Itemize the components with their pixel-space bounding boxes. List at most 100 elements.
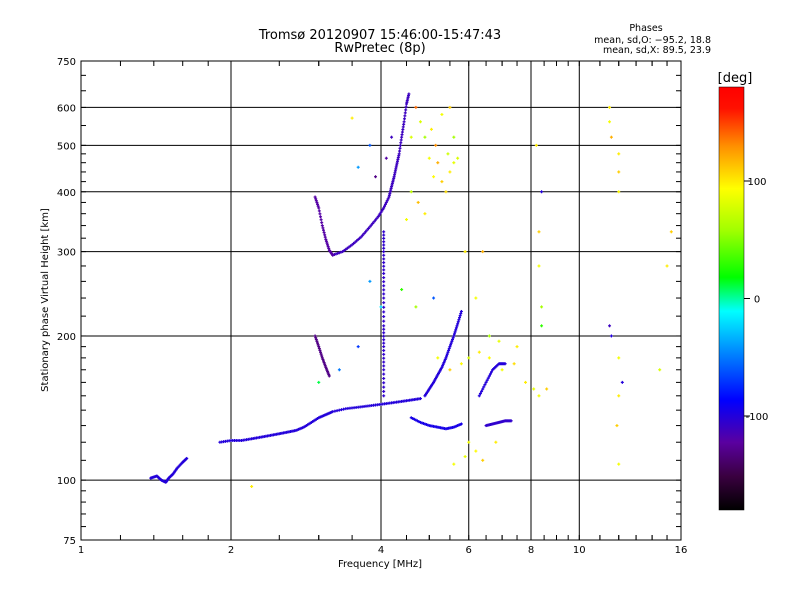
phases-title: Phases xyxy=(629,23,662,34)
data-point xyxy=(400,130,404,134)
data-point xyxy=(320,221,324,225)
data-point xyxy=(608,120,612,124)
data-point xyxy=(487,356,491,360)
plot-area: 1 2 4 6 8 10 16 75 100 200 300 400 500 600 750 xyxy=(57,57,687,556)
data-point xyxy=(368,143,372,147)
data-point xyxy=(608,324,612,328)
data-point xyxy=(382,394,386,398)
data-point xyxy=(382,372,386,376)
y-tick-label: 600 xyxy=(57,103,76,114)
data-point xyxy=(400,288,404,292)
data-point xyxy=(382,348,386,352)
data-point xyxy=(474,449,478,453)
data-point xyxy=(545,387,549,391)
data-point xyxy=(454,326,458,330)
data-point xyxy=(382,301,386,305)
data-point xyxy=(382,305,386,309)
data-point xyxy=(423,135,427,139)
y-tick-label: 500 xyxy=(57,141,76,152)
data-point xyxy=(503,362,507,366)
data-point xyxy=(414,105,418,109)
data-point xyxy=(382,233,386,237)
data-point xyxy=(434,143,438,147)
data-point xyxy=(477,350,481,354)
data-point xyxy=(317,380,321,384)
data-point xyxy=(314,336,318,340)
data-point xyxy=(403,114,407,118)
data-point xyxy=(447,347,451,351)
data-point xyxy=(319,215,323,219)
colorbar-ticks: 100 0 -100 xyxy=(744,177,768,423)
data-point xyxy=(449,343,453,347)
data-point xyxy=(390,135,394,139)
data-point xyxy=(374,175,378,179)
y-tick-label: 400 xyxy=(57,188,76,199)
data-point xyxy=(316,202,320,206)
data-point xyxy=(537,394,541,398)
data-point xyxy=(477,394,481,398)
colorbar-tick-label: 0 xyxy=(754,295,760,306)
data-point xyxy=(382,206,386,210)
data-point xyxy=(382,250,386,254)
data-point xyxy=(490,370,494,374)
data-point xyxy=(382,381,386,385)
data-point xyxy=(382,331,386,335)
data-point xyxy=(403,111,407,115)
data-point xyxy=(384,201,388,205)
data-point xyxy=(366,226,370,230)
x-tick-label: 4 xyxy=(378,545,384,556)
data-point xyxy=(382,261,386,265)
plot-frame xyxy=(80,60,682,541)
data-point xyxy=(658,368,662,372)
data-point xyxy=(448,105,452,109)
data-point xyxy=(414,305,418,309)
data-point xyxy=(615,424,619,428)
data-point xyxy=(250,484,254,488)
data-point xyxy=(446,152,450,156)
data-point xyxy=(382,272,386,276)
data-point xyxy=(399,138,403,142)
data-point xyxy=(669,230,673,234)
data-point xyxy=(487,334,491,338)
data-point xyxy=(382,268,386,272)
data-point xyxy=(382,327,386,331)
data-point xyxy=(315,339,319,343)
data-point xyxy=(446,350,450,354)
data-point xyxy=(382,364,386,368)
data-point xyxy=(331,253,335,257)
data-point xyxy=(382,257,386,261)
colorbar xyxy=(718,86,745,511)
data-point xyxy=(458,316,462,320)
data-point xyxy=(512,362,516,366)
data-point xyxy=(540,324,544,328)
data-point xyxy=(456,156,460,160)
data-point xyxy=(537,264,541,268)
data-point xyxy=(432,296,436,300)
data-point xyxy=(385,199,389,203)
phases-line-x: mean, sd,X: 89.5, 23.9 xyxy=(603,45,711,56)
data-point xyxy=(364,230,368,234)
data-point xyxy=(317,209,321,213)
data-point xyxy=(480,389,484,393)
data-point xyxy=(452,135,456,139)
data-point xyxy=(482,385,486,389)
data-point xyxy=(383,202,387,206)
data-point xyxy=(402,122,406,126)
data-point xyxy=(382,324,386,328)
data-point xyxy=(382,264,386,268)
data-point xyxy=(404,105,408,109)
data-point xyxy=(617,170,621,174)
data-point xyxy=(373,218,377,222)
data-point xyxy=(423,212,427,216)
x-tick-label: 6 xyxy=(466,545,472,556)
data-point xyxy=(382,356,386,360)
data-point xyxy=(409,190,413,194)
data-point xyxy=(397,152,401,156)
data-point xyxy=(318,212,322,216)
data-point xyxy=(382,352,386,356)
data-point xyxy=(314,199,318,203)
data-point xyxy=(418,120,422,124)
data-point xyxy=(371,221,375,225)
data-point xyxy=(609,334,613,338)
data-point xyxy=(365,228,369,232)
